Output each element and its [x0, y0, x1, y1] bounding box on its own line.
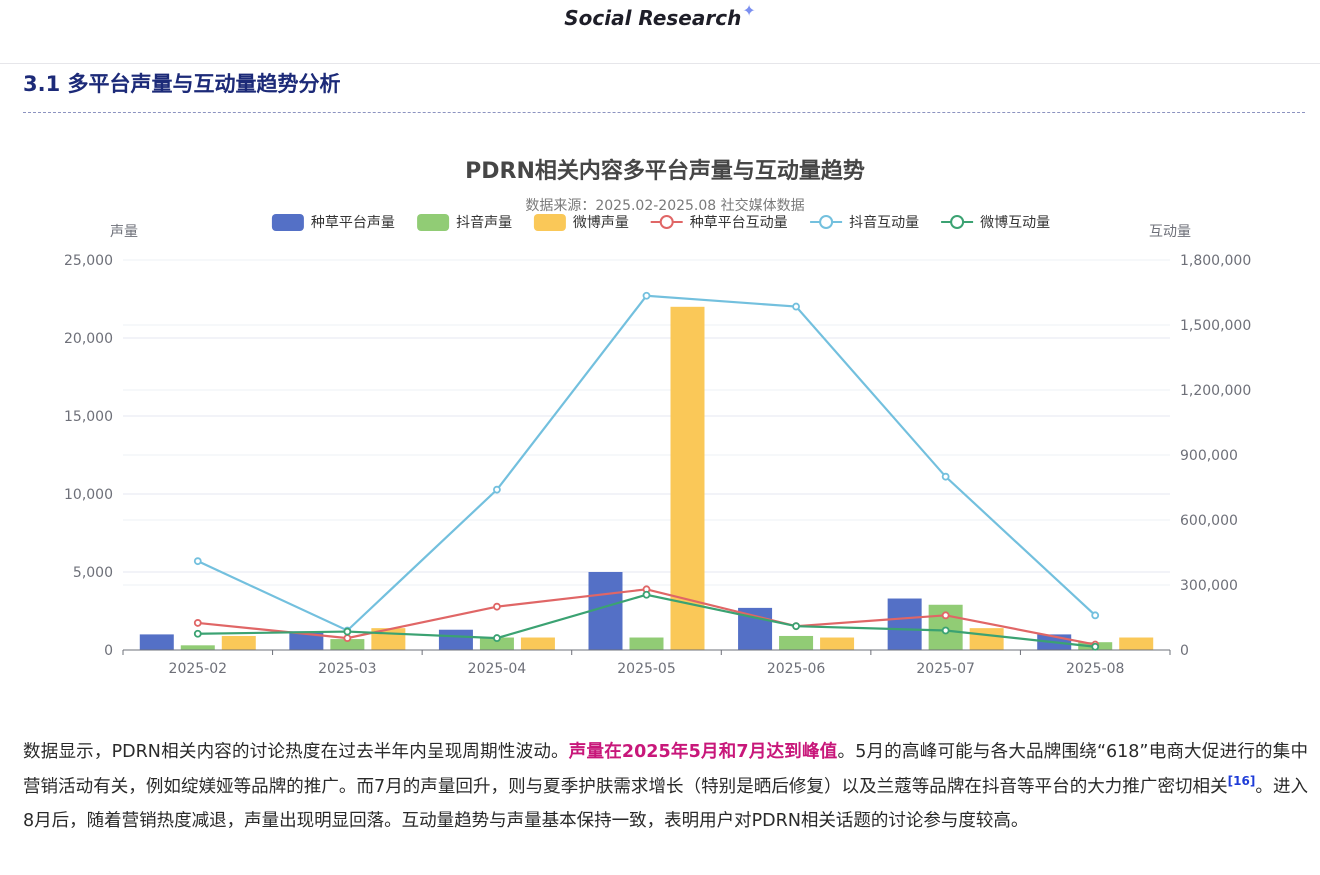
line-point-3 [493, 634, 501, 642]
sparkle-icon: ✦ [742, 1, 756, 20]
y-left-tick-label: 10,000 [64, 487, 113, 503]
legend-swatch-1 [271, 214, 304, 231]
y-right-tick-label: 1,800,000 [1180, 253, 1251, 269]
y-left-axis-label: 声量 [110, 224, 138, 240]
paragraph-text-2: 。5月的高峰可能与各大品牌围绕“618”电商大促进行的集中营销活动有关，例如绽媄… [23, 742, 1309, 797]
legend-swatch-2 [417, 214, 450, 231]
line-point-3 [343, 627, 352, 636]
y-right-tick-label: 0 [1180, 643, 1189, 659]
top-bar: Social Research✦ [0, 0, 1320, 64]
x-tick-label: 2025-07 [916, 661, 975, 677]
y-right-tick-label: 300,000 [1180, 578, 1238, 594]
y-left-tick-label: 25,000 [64, 253, 113, 269]
x-tick-label: 2025-03 [318, 661, 377, 677]
legend-label-5: 抖音互动量 [849, 214, 919, 231]
line-point-3 [941, 626, 950, 635]
legend-label-2: 抖音声量 [456, 214, 512, 231]
line-point-1 [493, 602, 501, 611]
y-left-tick-label: 5,000 [73, 565, 113, 581]
paragraph-highlight: 声量在2025年5月和7月达到峰值 [568, 742, 838, 762]
line-point-1 [343, 634, 352, 642]
bar-3 [969, 628, 1004, 650]
section-divider [23, 112, 1305, 113]
y-left-tick-label: 15,000 [64, 409, 113, 425]
x-tick-label: 2025-05 [617, 661, 676, 677]
legend-label-3: 微博声量 [573, 214, 629, 231]
citation-link[interactable]: [16] [1227, 773, 1256, 788]
legend-label-1: 种草平台声量 [311, 215, 395, 231]
line-point-2 [941, 472, 950, 481]
bar-2 [180, 645, 215, 650]
brand-logo[interactable]: Social Research✦ [0, 1, 1320, 30]
legend-swatch-3 [533, 214, 566, 231]
x-tick-label: 2025-08 [1066, 661, 1125, 677]
brand-text: Social Research [564, 6, 742, 30]
bar-1 [289, 631, 324, 650]
bar-3 [820, 637, 855, 650]
line-point-2 [493, 485, 501, 494]
line-point-3 [642, 590, 651, 599]
bar-1 [139, 634, 174, 650]
bar-2 [779, 635, 814, 650]
line-point-3 [1091, 642, 1100, 651]
line-point-2 [792, 302, 800, 311]
bar-3 [670, 306, 705, 650]
bar-2 [629, 637, 664, 650]
legend-label-6: 微博互动量 [980, 214, 1050, 231]
chart-title: PDRN相关内容多平台声量与互动量趋势 [465, 158, 865, 184]
legend-marker-5 [819, 215, 834, 229]
line-point-2 [193, 557, 202, 566]
chart-subtitle: 数据来源：2025.02-2025.08 社交媒体数据 [525, 197, 804, 214]
legend-marker-6 [950, 215, 965, 229]
line-point-2 [642, 291, 651, 300]
bar-1 [438, 629, 473, 650]
x-tick-label: 2025-04 [468, 661, 527, 677]
line-point-1 [193, 619, 202, 627]
y-right-tick-label: 1,500,000 [1180, 318, 1251, 334]
x-tick-label: 2025-06 [767, 661, 826, 677]
bar-3 [221, 635, 256, 650]
legend-label-4: 种草平台互动量 [690, 215, 788, 231]
section-title: 3.1 多平台声量与互动量趋势分析 [23, 72, 341, 96]
bar-3 [520, 637, 555, 650]
y-left-tick-label: 20,000 [64, 331, 113, 347]
paragraph-text-3: 。进入8月后，随着营销热度减退，声量出现明显回落。互动量趋势与声量基本保持一致，… [23, 776, 1308, 832]
y-right-axis-label: 互动量 [1149, 224, 1191, 240]
line-point-3 [792, 622, 800, 631]
legend-marker-4 [659, 215, 674, 229]
y-right-tick-label: 1,200,000 [1180, 383, 1251, 399]
line-point-1 [941, 611, 950, 620]
y-left-tick-label: 0 [104, 643, 113, 659]
y-right-tick-label: 900,000 [1180, 448, 1238, 464]
analysis-paragraph: 数据显示，PDRN相关内容的讨论热度在过去半年内呈现周期性波动。声量在2025年… [23, 735, 1308, 839]
trend-chart: PDRN相关内容多平台声量与互动量趋势数据来源：2025.02-2025.08 … [64, 158, 1251, 677]
bar-2 [330, 639, 365, 650]
line-point-2 [1091, 611, 1100, 620]
bar-1 [887, 598, 922, 650]
bar-2 [479, 637, 514, 650]
x-tick-label: 2025-02 [169, 661, 228, 677]
paragraph-text-1: 数据显示，PDRN相关内容的讨论热度在过去半年内呈现周期性波动。 [23, 742, 569, 762]
bar-3 [1119, 637, 1154, 650]
line-point-3 [193, 629, 202, 638]
y-right-tick-label: 600,000 [1180, 513, 1238, 529]
line-series-2 [197, 294, 1096, 632]
